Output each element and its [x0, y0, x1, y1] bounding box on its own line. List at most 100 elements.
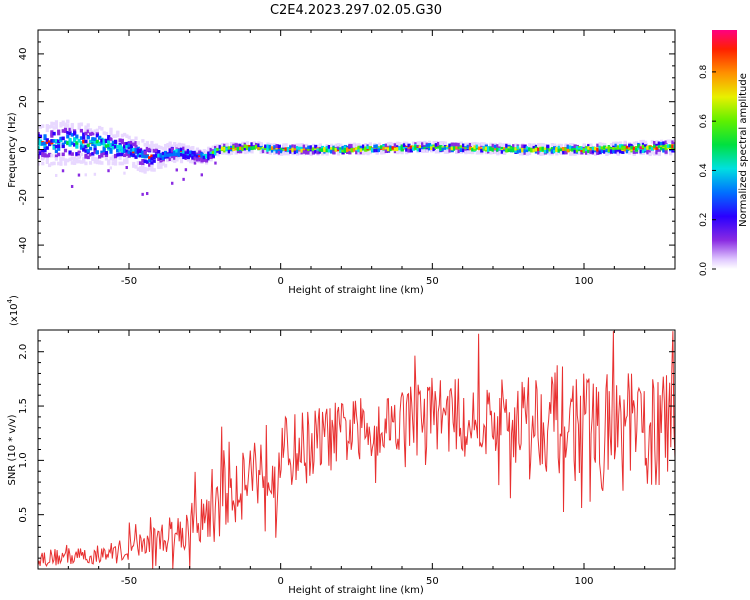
spectrogram-cell	[79, 128, 84, 133]
spectrogram-cell	[179, 159, 184, 164]
spectrogram-cell	[54, 122, 58, 126]
spectrogram-cell	[630, 145, 634, 150]
spectrogram-cell	[480, 142, 484, 146]
spectrogram-cell	[98, 160, 102, 164]
spectrogram-cell	[491, 147, 495, 152]
spectrogram-cell	[571, 143, 575, 147]
spectrogram-cell	[384, 145, 388, 150]
spectrogram-cell	[250, 149, 254, 154]
spectrogram-cell	[132, 139, 136, 143]
spectrogram-cell	[193, 156, 197, 161]
spectrogram-cell	[61, 169, 65, 173]
spectrogram-cell	[437, 148, 441, 153]
spectrogram-cell	[637, 144, 641, 148]
spectrogram-cell	[136, 150, 140, 155]
spectrogram-cell	[70, 184, 74, 188]
spectrogram-cell	[648, 152, 652, 157]
spectrogram-cell	[573, 149, 577, 154]
spectrogram-cell	[496, 147, 500, 152]
spectrogram-cell	[61, 122, 65, 127]
spectrogram-cell	[150, 168, 154, 172]
spectrogram-cell	[236, 147, 240, 151]
spectrogram-cell	[173, 156, 177, 160]
spectrogram-cell	[639, 149, 643, 154]
spectrogram-cell	[47, 163, 52, 168]
spectrogram-cell	[61, 157, 65, 161]
spectrogram-cell	[88, 152, 93, 157]
spectrogram-cell	[509, 145, 513, 150]
spectrogram-cell	[84, 131, 88, 136]
spectrogram-cell	[73, 138, 77, 143]
spectrogram-cell	[229, 144, 234, 149]
spectrogram-cell	[559, 143, 564, 148]
spectrogram-cell	[88, 129, 93, 134]
spectrogram-cell	[145, 148, 149, 153]
spectrogram-cell	[266, 142, 270, 147]
spectrogram-cell	[218, 147, 222, 151]
spectrogram-cell	[382, 150, 386, 155]
spectrogram-cell	[59, 136, 63, 141]
spectrogram-cell	[352, 142, 357, 147]
spectrogram-cell	[489, 146, 493, 151]
spectrogram-cell	[148, 145, 152, 150]
spectrogram-cell	[207, 151, 211, 156]
colorbar: 0.0 0.2 0.4 0.6 0.8 Normalized spectral ampl…	[699, 30, 749, 276]
spectrogram-cell	[539, 147, 543, 151]
spectrogram-cell	[493, 142, 498, 147]
spectrogram-cell	[109, 131, 113, 136]
spectrogram-cell	[63, 158, 68, 162]
spectrogram-cell	[41, 142, 45, 146]
spectrogram-cell	[186, 157, 190, 162]
spectrogram-cell	[170, 158, 175, 162]
spectrogram-cell	[555, 148, 559, 153]
spectrogram-heatmap	[38, 119, 675, 196]
spectrogram-cell	[639, 146, 643, 150]
spectrogram-cell	[95, 157, 99, 162]
spectrogram-cell	[464, 150, 468, 155]
spectrogram-cell	[564, 147, 568, 151]
spectrogram-cell	[343, 147, 347, 152]
spectrogram-cell	[325, 152, 329, 156]
spectrogram-cell	[175, 168, 178, 172]
spectrogram-cell	[305, 148, 309, 152]
spectrogram-cell	[245, 141, 250, 145]
spectrogram-cell	[523, 151, 527, 155]
spectrogram-cell	[559, 151, 564, 155]
spectrogram-cell	[320, 151, 325, 156]
spectrogram-cell	[336, 142, 341, 147]
spectrogram-cell	[134, 155, 138, 159]
spectrogram-cell	[104, 154, 109, 158]
spectrogram-cell	[73, 161, 77, 165]
spectrogram-cell	[50, 161, 54, 166]
spectrogram-cell	[157, 145, 161, 149]
spectrogram-cell	[118, 156, 122, 160]
spectrogram-cell	[605, 152, 609, 156]
spectrogram-cell	[314, 147, 318, 151]
spectrogram-cell	[336, 151, 341, 155]
spectrogram-cell	[671, 140, 675, 145]
spectrogram-cell	[662, 148, 666, 153]
spectrogram-cell	[641, 151, 645, 155]
spectrogram-cell	[173, 143, 177, 148]
spectrogram-cell	[289, 145, 293, 149]
spectrogram-cell	[202, 158, 206, 162]
spectrogram-cell	[182, 150, 186, 154]
spectrogram-cell	[91, 142, 95, 147]
spectrogram-cell	[38, 134, 43, 139]
spectrogram-cell	[612, 147, 616, 152]
spectrogram-cell	[402, 145, 407, 150]
spectrogram-cell	[584, 146, 589, 151]
spectrogram-cell	[487, 148, 491, 152]
spectrogram-cell	[587, 149, 591, 154]
spectrogram-cell	[125, 166, 128, 170]
spectrogram-cell	[193, 154, 197, 158]
spectrogram-cell	[66, 158, 70, 163]
spectrogram-cell	[43, 153, 47, 157]
spectrogram-cell	[195, 148, 200, 153]
spectrogram-cell	[330, 149, 334, 154]
spectrogram-cell	[557, 145, 561, 150]
spectrogram-cell	[232, 147, 236, 152]
spectrogram-cell	[257, 146, 261, 150]
spectrogram-cell	[357, 148, 361, 153]
spectrogram-cell	[123, 149, 127, 153]
